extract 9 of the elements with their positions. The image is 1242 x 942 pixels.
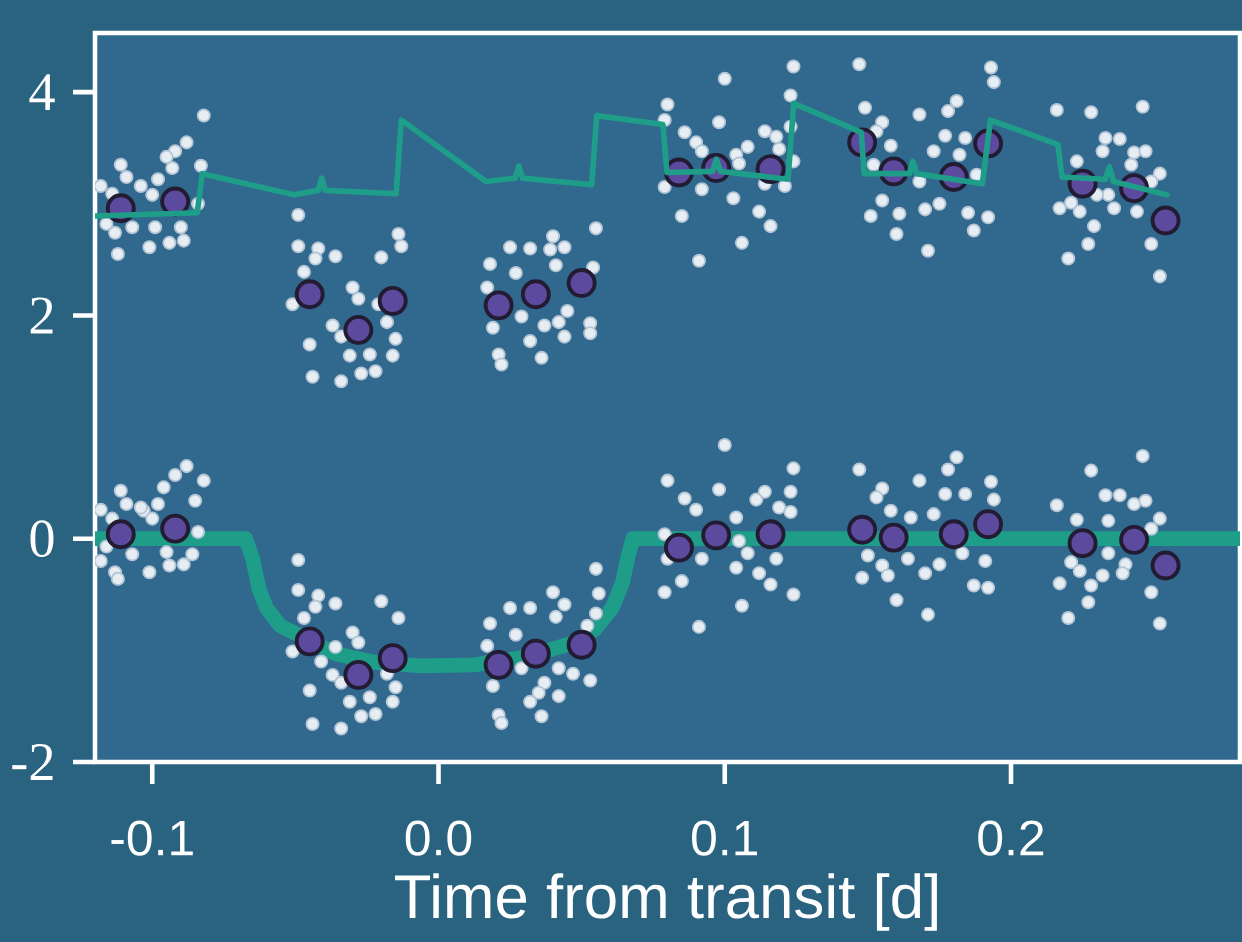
y-tick-label: 2: [30, 297, 53, 334]
x-axis-title: Time from transit [d]: [395, 873, 937, 931]
x-tick-label: 0.2: [978, 820, 1044, 856]
y-tick-label: 4: [29, 74, 55, 111]
x-tick-label: -0.1: [111, 820, 193, 856]
x-tick-label: 0.0: [405, 820, 472, 856]
x-tick-label: 0.1: [692, 820, 757, 856]
y-tick-label: -2: [12, 743, 53, 781]
y-tick-label: 0: [30, 520, 54, 558]
